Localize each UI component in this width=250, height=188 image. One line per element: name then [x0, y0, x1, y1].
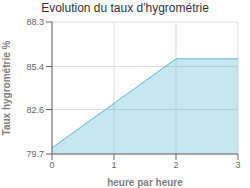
- html-text:Evolution du taux d'hygrométri: Evolution du taux d'hygrométrie: [41, 1, 209, 15]
- svg-text:82.6: 82.6: [26, 105, 44, 115]
- svg-text:2: 2: [173, 160, 178, 170]
- svg-text:3: 3: [235, 160, 240, 170]
- svg-text:1: 1: [111, 160, 116, 170]
- svg-text:heure par heure: heure par heure: [107, 177, 183, 188]
- svg-text:0: 0: [49, 160, 54, 170]
- svg-text:85.4: 85.4: [26, 62, 44, 72]
- svg-text:88.3: 88.3: [26, 17, 44, 27]
- svg-text:79.7: 79.7: [26, 149, 44, 159]
- svg-text:Taux hygrométrie %: Taux hygrométrie %: [8, 40, 12, 135]
